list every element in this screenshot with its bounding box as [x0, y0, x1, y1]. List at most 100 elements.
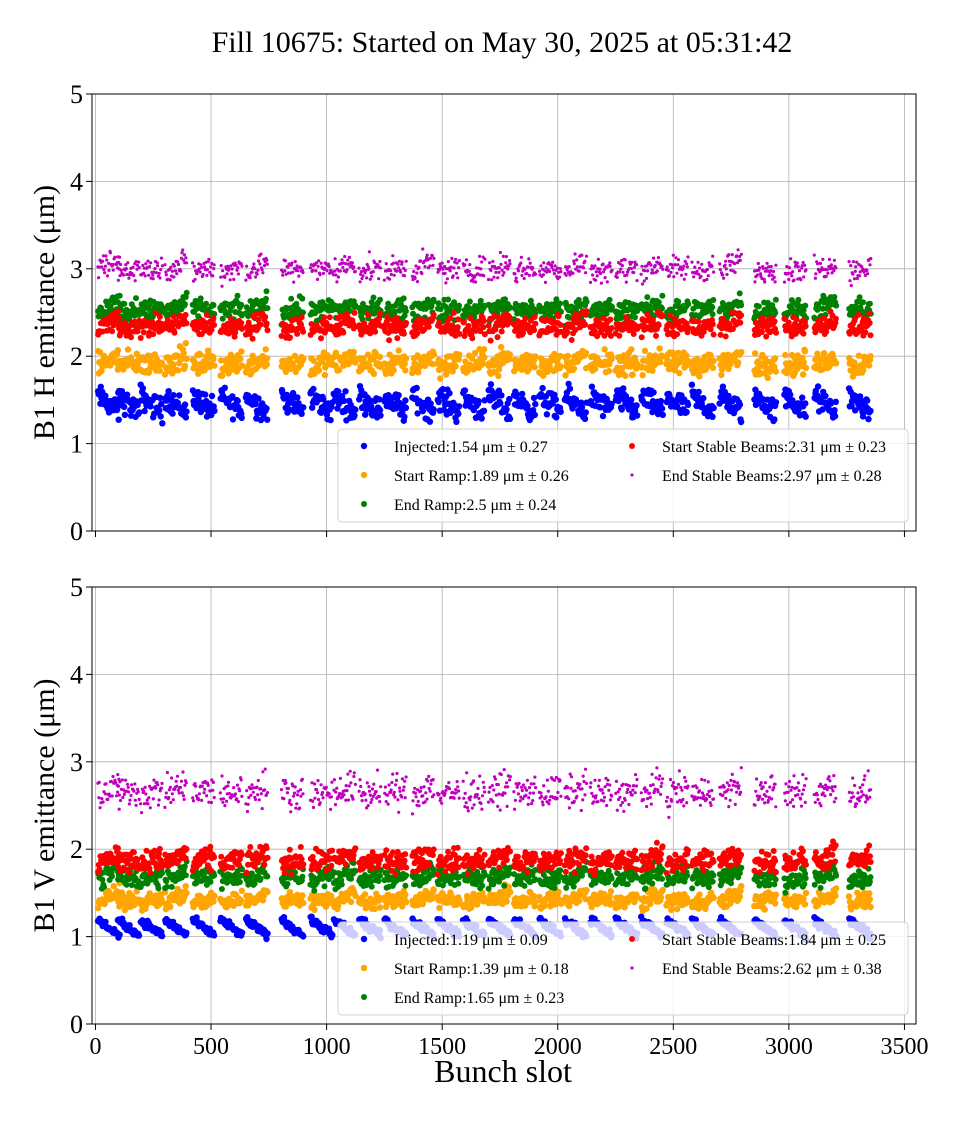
scatter-point [342, 388, 348, 394]
scatter-point [236, 266, 239, 269]
scatter-point [609, 265, 612, 268]
scatter-point [711, 332, 717, 338]
scatter-point [656, 322, 662, 328]
scatter-point [351, 261, 354, 264]
scatter-point [468, 270, 471, 273]
scatter-point [738, 419, 744, 425]
scatter-point [542, 261, 545, 264]
scatter-point [396, 263, 399, 266]
scatter-point [479, 415, 485, 421]
scatter-point [660, 265, 663, 268]
scatter-point [553, 414, 559, 420]
scatter-point [300, 329, 306, 335]
scatter-point [532, 321, 538, 327]
scatter-point [340, 258, 343, 261]
scatter-point [737, 320, 743, 326]
scatter-point [319, 273, 322, 276]
scatter-point [169, 410, 175, 416]
scatter-point [138, 266, 141, 269]
scatter-point [203, 265, 206, 268]
scatter-point [447, 315, 453, 321]
scatter-point [656, 345, 662, 351]
scatter-point [708, 261, 711, 264]
scatter-point [507, 416, 513, 422]
scatter-point [228, 267, 231, 270]
scatter-point [737, 248, 740, 251]
scatter-point [684, 273, 687, 276]
scatter-point [850, 284, 853, 287]
scatter-point [432, 257, 435, 260]
scatter-point [866, 362, 872, 368]
scatter-point [487, 278, 490, 281]
scatter-point [351, 412, 357, 418]
scatter-point [558, 363, 564, 369]
scatter-point [394, 335, 400, 341]
scatter-point [309, 266, 312, 269]
scatter-point [158, 272, 161, 275]
scatter-point [644, 294, 650, 300]
scatter-point [520, 256, 523, 259]
scatter-point [584, 299, 590, 305]
scatter-point [327, 314, 333, 320]
scatter-point [172, 275, 175, 278]
scatter-point [211, 302, 217, 308]
scatter-point [378, 260, 381, 263]
scatter-point [416, 280, 419, 283]
scatter-point [237, 272, 240, 275]
scatter-point [558, 409, 564, 415]
scatter-point [403, 274, 406, 277]
scatter-point [368, 250, 371, 253]
series-injected [95, 381, 874, 427]
scatter-point [449, 269, 452, 272]
scatter-point [115, 347, 121, 353]
scatter-point [251, 271, 254, 274]
scatter-point [200, 266, 203, 269]
scatter-point [497, 400, 503, 406]
scatter-point [762, 267, 765, 270]
scatter-point [866, 310, 872, 316]
scatter-point [403, 356, 409, 362]
scatter-point [723, 264, 726, 267]
scatter-point [263, 936, 269, 942]
scatter-point [468, 263, 471, 266]
scatter-point [383, 279, 386, 282]
scatter-point [498, 266, 501, 269]
scatter-point [772, 270, 775, 273]
scatter-point [401, 295, 407, 301]
scatter-point [865, 416, 871, 422]
scatter-point [649, 264, 652, 267]
scatter-point [634, 412, 640, 418]
scatter-point [722, 277, 725, 280]
scatter-point [592, 366, 598, 372]
scatter-point [522, 316, 528, 322]
scatter-point [141, 408, 147, 414]
scatter-point [259, 253, 262, 256]
scatter-point [532, 401, 538, 407]
scatter-point [213, 263, 216, 266]
scatter-point [310, 386, 316, 392]
scatter-point [499, 263, 502, 266]
scatter-point [451, 310, 457, 316]
scatter-point [606, 280, 609, 283]
scatter-point [584, 271, 587, 274]
scatter-point [456, 261, 459, 264]
legend-entry-label: Start Ramp:1.89 μm ± 0.26 [394, 468, 569, 485]
scatter-point [351, 349, 357, 355]
scatter-point [136, 318, 142, 324]
scatter-point [502, 271, 505, 274]
scatter-point [856, 277, 859, 280]
scatter-point [643, 279, 646, 282]
scatter-point [147, 403, 153, 409]
scatter-point [832, 413, 838, 419]
scatter-point [584, 308, 590, 314]
scatter-point [610, 269, 613, 272]
scatter-point [146, 260, 149, 263]
scatter-point [446, 390, 452, 396]
scatter-point [480, 360, 486, 366]
scatter-point [596, 274, 599, 277]
scatter-point [120, 269, 123, 272]
scatter-point [857, 294, 863, 300]
scatter-point [183, 356, 189, 362]
scatter-point [253, 267, 256, 270]
scatter-point [773, 276, 776, 279]
